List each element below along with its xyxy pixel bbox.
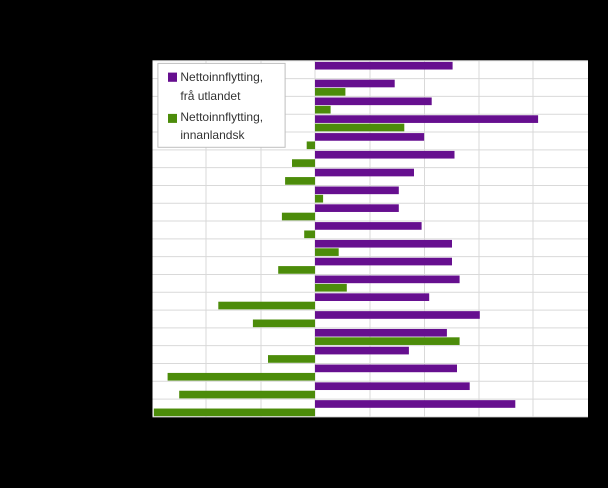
svg-text:Nettoinnflytting,: Nettoinnflytting, (180, 110, 263, 124)
svg-text:innanlandsk: innanlandsk (180, 128, 245, 142)
svg-text:Nettoinnflytting,: Nettoinnflytting, (180, 70, 263, 84)
svg-text:frå utlandet: frå utlandet (180, 89, 241, 103)
